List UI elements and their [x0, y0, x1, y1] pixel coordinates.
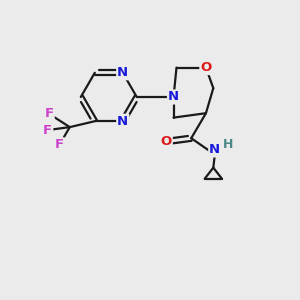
Text: N: N — [168, 91, 179, 103]
Text: F: F — [45, 107, 54, 120]
Text: N: N — [209, 143, 220, 157]
Text: O: O — [160, 135, 172, 148]
Text: F: F — [43, 124, 52, 136]
Text: O: O — [200, 61, 211, 74]
Text: F: F — [55, 138, 64, 151]
Text: H: H — [223, 138, 233, 151]
Text: N: N — [117, 115, 128, 128]
Text: N: N — [117, 66, 128, 79]
